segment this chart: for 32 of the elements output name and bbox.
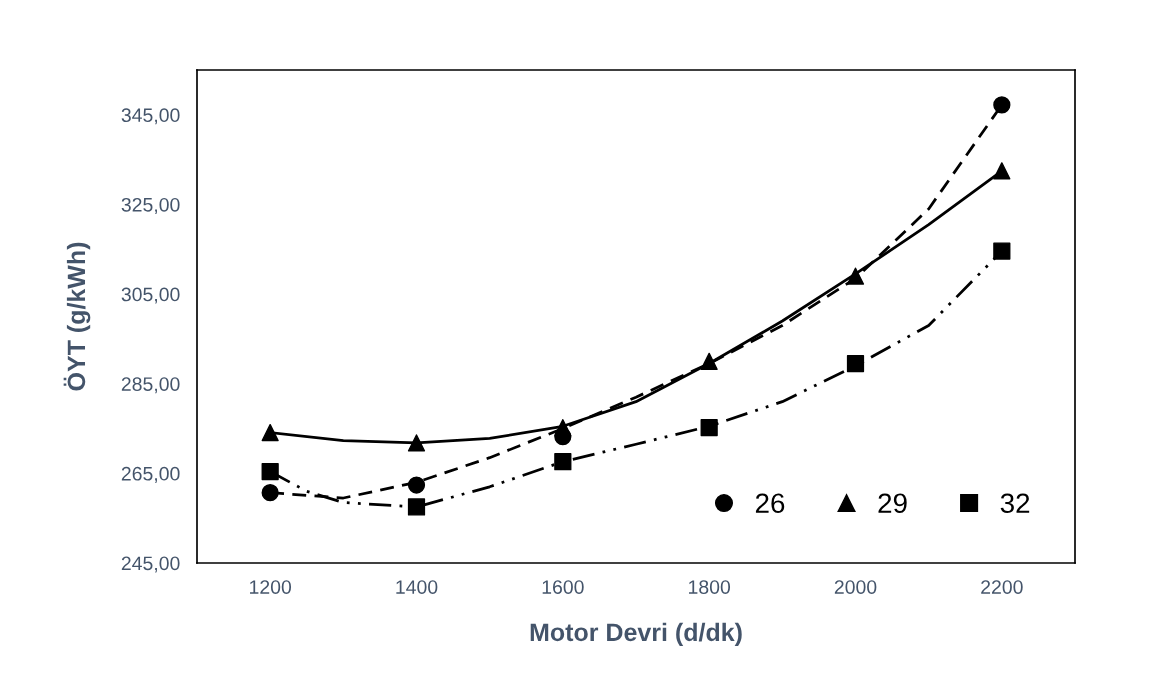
point [993,162,1011,180]
legend-label: 32 [1000,493,1030,514]
x-tick-label: 1200 [250,580,292,594]
point [846,354,865,373]
y-tick-label: 305,00 [121,287,180,304]
x-tick-label: 2200 [981,580,1023,594]
point [846,267,865,285]
x-tick-label: 1600 [542,580,584,594]
point [700,419,718,437]
point [993,242,1011,260]
point [700,352,718,370]
x-tick-label: 2000 [834,580,877,594]
y-tick-label: 245,00 [121,556,180,573]
y-tick-label: 345,00 [121,108,180,125]
point [554,453,572,471]
legend-label: 29 [878,493,907,514]
y-tick-label: 325,00 [121,197,180,214]
legend-label: 26 [755,493,785,514]
point [407,434,426,452]
point [261,484,279,502]
point [407,498,426,516]
x-tick-label: 1800 [689,580,731,594]
point [261,423,279,442]
y-tick-label: 285,00 [121,377,180,394]
x-axis-title: Motor Devri (d/dk) [530,622,742,647]
point [261,462,279,481]
y-axis-title: ÖYT (g/kWh) [63,242,91,391]
point [554,419,572,437]
x-tick-label: 1400 [396,580,438,594]
point [993,96,1011,114]
y-tick-label: 265,00 [121,466,180,483]
point [407,476,426,494]
